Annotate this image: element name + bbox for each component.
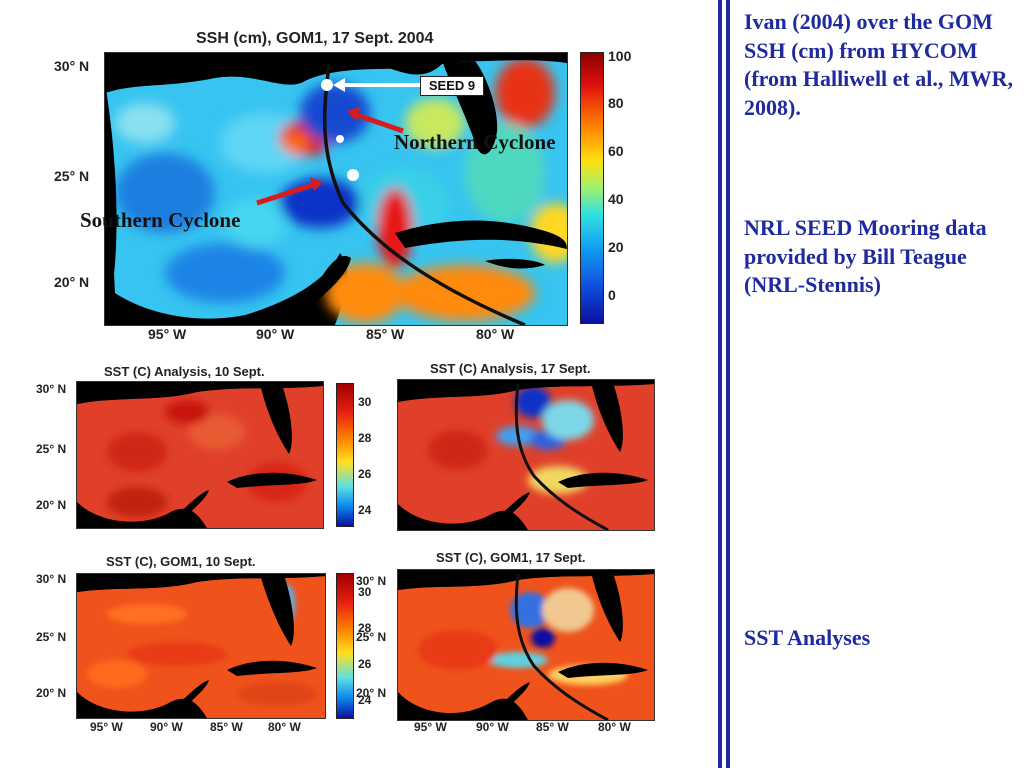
sst-a10-cb-30: 30: [358, 395, 372, 409]
sst-g10-xtick-80w: 80° W: [268, 720, 301, 734]
sst-analysis-10-map: [76, 381, 324, 529]
sst-g10-ytick-25n: 25° N: [36, 630, 67, 644]
sst-g10-cb-24: 24: [358, 693, 372, 707]
sst-g17-xtick-95w: 95° W: [414, 720, 447, 734]
sst-gom1-17-map: [397, 569, 655, 721]
sst-g10-ytick-20n: 20° N: [36, 686, 67, 700]
sst-g10-cb-26: 26: [358, 657, 372, 671]
caption-nrl-seed: NRL SEED Mooring data provided by Bill T…: [744, 215, 987, 297]
ssh-cb-20: 20: [608, 239, 624, 255]
sst-g17-ytick-30n: 30° N: [356, 574, 387, 588]
ssh-ytick-25n: 25° N: [54, 168, 90, 184]
sst-a10-colorbar: [336, 383, 354, 527]
sst-g10-xtick-95w: 95° W: [90, 720, 123, 734]
sst-analysis-17-title: SST (C) Analysis, 17 Sept.: [430, 361, 591, 376]
sst-g17-xtick-90w: 90° W: [476, 720, 509, 734]
sst-g10-colorbar: [336, 573, 354, 719]
northern-cyclone-label: Northern Cyclone: [394, 130, 556, 154]
sst-g10-cb-30: 30: [358, 585, 372, 599]
sst-g10-cb-28: 28: [358, 621, 372, 635]
sst-a10-ytick-20n: 20° N: [36, 498, 67, 512]
sst-g10-ytick-30n: 30° N: [36, 572, 67, 586]
ssh-cb-40: 40: [608, 191, 624, 207]
sst-g10-xtick-90w: 90° W: [150, 720, 183, 734]
sst-a10-cb-28: 28: [358, 431, 372, 445]
ssh-xtick-90w: 90° W: [256, 326, 295, 342]
divider-line-2: [726, 0, 730, 768]
sst-analysis-10-title: SST (C) Analysis, 10 Sept.: [104, 364, 265, 379]
ssh-cb-80: 80: [608, 95, 624, 111]
ssh-xtick-85w: 85° W: [366, 326, 405, 342]
caption-sst-analyses: SST Analyses: [744, 625, 871, 650]
ssh-colorbar: [580, 52, 604, 324]
sst-gom1-10-title: SST (C), GOM1, 10 Sept.: [106, 554, 256, 569]
southern-cyclone-label: Southern Cyclone: [80, 208, 241, 232]
sst-a10-cb-26: 26: [358, 467, 372, 481]
sst-g17-xtick-85w: 85° W: [536, 720, 569, 734]
sst-gom1-10-map: [76, 573, 326, 719]
ssh-cb-0: 0: [608, 287, 616, 303]
divider-line-1: [718, 0, 722, 768]
sst-gom1-17-title: SST (C), GOM1, 17 Sept.: [436, 550, 586, 565]
sst-g17-ytick-20n: 20° N: [356, 686, 387, 700]
caption-ivan-ssh: Ivan (2004) over the GOM SSH (cm) from H…: [744, 9, 1014, 120]
sst-a10-cb-24: 24: [358, 503, 372, 517]
sst-a10-ytick-30n: 30° N: [36, 382, 67, 396]
ssh-cb-60: 60: [608, 143, 624, 159]
ssh-xtick-80w: 80° W: [476, 326, 515, 342]
sst-a10-ytick-25n: 25° N: [36, 442, 67, 456]
sst-g17-xtick-80w: 80° W: [598, 720, 631, 734]
sst-g17-ytick-25n: 25° N: [356, 630, 387, 644]
sst-g10-xtick-85w: 85° W: [210, 720, 243, 734]
sst-analysis-17-map: [397, 379, 655, 531]
seed9-label: SEED 9: [420, 76, 484, 96]
ssh-ytick-30n: 30° N: [54, 58, 90, 74]
ssh-ytick-20n: 20° N: [54, 274, 90, 290]
ssh-map: [104, 52, 568, 326]
ssh-cb-100: 100: [608, 48, 632, 64]
ssh-title: SSH (cm), GOM1, 17 Sept. 2004: [196, 30, 434, 47]
ssh-xtick-95w: 95° W: [148, 326, 187, 342]
